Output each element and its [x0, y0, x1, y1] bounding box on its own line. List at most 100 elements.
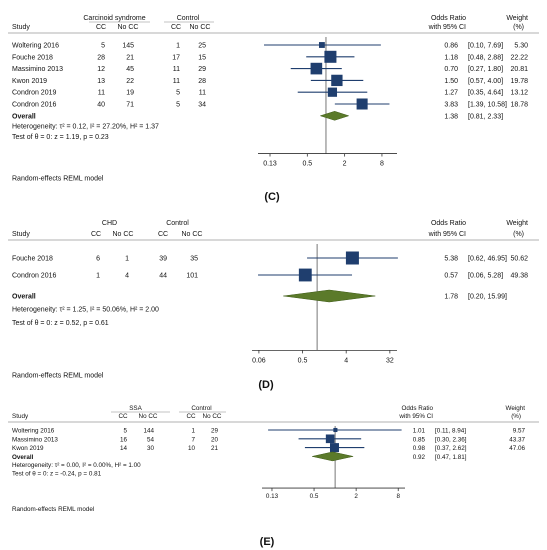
heterogeneity-stats: Heterogeneity: τ² = 0.12, I² = 27.20%, H…	[12, 123, 159, 130]
odds-ratio-value: 5.38	[444, 256, 458, 263]
group1-header: SSA	[129, 405, 142, 412]
group1-nocc-count: 4	[125, 273, 129, 280]
study-effect-marker	[324, 50, 337, 63]
group2-cc-count: 11	[173, 66, 180, 73]
ci-header: with 95% CI	[398, 413, 433, 420]
overall-label: Overall	[12, 113, 36, 120]
group1-cc-count: 14	[120, 445, 128, 452]
overall-confidence-interval: [0.20, 15.99]	[468, 294, 507, 301]
ci-header: with 95% CI	[428, 24, 466, 31]
cc-column-header: CC	[186, 413, 196, 420]
overall-odds-ratio: 1.78	[444, 294, 458, 301]
x-axis-tick-label: 0.5	[310, 493, 319, 500]
x-axis-tick-label: 0.06	[252, 357, 266, 364]
cc-column-header: CC	[118, 413, 128, 420]
weight-unit-header: (%)	[511, 413, 521, 420]
cc-column-header: CC	[171, 24, 181, 31]
group2-nocc-count: 29	[198, 66, 206, 73]
confidence-interval: [0.27, 1.80]	[468, 66, 503, 73]
confidence-interval: [0.06, 5.28]	[468, 273, 503, 280]
group1-cc-count: 13	[97, 78, 105, 85]
weight-value: 20.81	[510, 66, 528, 73]
x-axis-tick-label: 8	[380, 161, 384, 168]
study-name: Condron 2019	[12, 90, 56, 97]
overall-odds-ratio: 1.38	[444, 113, 458, 120]
weight-value: 5.30	[514, 43, 528, 50]
study-effect-marker	[345, 251, 359, 265]
confidence-interval: [0.57, 4.00]	[468, 78, 503, 85]
group1-nocc-count: 19	[126, 90, 134, 97]
study-column-header: Study	[12, 24, 30, 31]
odds-ratio-header: Odds Ratio	[431, 220, 466, 227]
odds-ratio-value: 3.83	[444, 102, 458, 109]
group1-nocc-count: 54	[147, 436, 155, 443]
odds-ratio-value: 0.98	[413, 445, 426, 452]
group2-nocc-count: 15	[198, 54, 206, 61]
study-column-header: Study	[12, 413, 29, 420]
study-effect-marker	[310, 62, 323, 75]
weight-value: 47.06	[509, 445, 525, 452]
group1-header: Carcinoid syndrome	[83, 15, 145, 22]
study-effect-marker	[333, 427, 338, 433]
weight-value: 13.12	[510, 90, 528, 97]
group1-cc-count: 11	[98, 90, 105, 97]
study-name: Fouche 2018	[12, 54, 53, 61]
group1-nocc-count: 22	[126, 78, 134, 85]
study-name: Condron 2016	[12, 102, 56, 109]
weight-header: Weight	[506, 15, 528, 22]
group1-nocc-count: 21	[126, 54, 134, 61]
panel-label: (D)	[258, 379, 274, 391]
group2-nocc-count: 29	[211, 428, 219, 435]
weight-value: 22.22	[510, 54, 528, 61]
study-effect-marker	[318, 42, 325, 48]
pooled-effect-diamond	[283, 289, 376, 303]
group1-nocc-count: 30	[147, 445, 155, 452]
odds-ratio-value: 0.70	[444, 66, 458, 73]
study-name: Condron 2016	[12, 273, 56, 280]
cc-column-header: CC	[96, 24, 106, 31]
nocc-column-header: No CC	[117, 24, 138, 31]
weight-value: 18.78	[510, 102, 528, 109]
group1-cc-count: 5	[123, 428, 127, 435]
study-name: Woltering 2016	[12, 428, 55, 435]
x-axis-tick-label: 0.5	[298, 357, 308, 364]
group2-cc-count: 44	[159, 273, 167, 280]
weight-unit-header: (%)	[513, 231, 524, 238]
weight-value: 50.62	[510, 256, 528, 263]
x-axis-tick-label: 0.5	[302, 161, 312, 168]
overall-label: Overall	[12, 294, 36, 301]
group2-nocc-count: 101	[186, 273, 198, 280]
group1-cc-count: 16	[120, 436, 128, 443]
study-effect-marker	[329, 443, 339, 453]
group2-nocc-count: 34	[198, 102, 206, 109]
pooled-effect-diamond	[312, 451, 354, 462]
group2-nocc-count: 20	[211, 436, 219, 443]
confidence-interval: [0.37, 2.62]	[435, 445, 467, 452]
study-effect-marker	[327, 87, 338, 97]
group2-cc-count: 5	[176, 90, 180, 97]
confidence-interval: [0.62, 46.95]	[468, 256, 507, 263]
weight-value: 49.38	[510, 273, 528, 280]
heterogeneity-stats: Heterogeneity: τ² = 1.25, I² = 50.06%, H…	[12, 307, 159, 314]
group2-header: Control	[166, 220, 189, 227]
study-effect-marker	[298, 268, 312, 282]
weight-value: 43.37	[509, 436, 525, 443]
cc-column-header: CC	[158, 231, 168, 238]
study-name: Massimino 2013	[12, 66, 63, 73]
study-name: Massimino 2013	[12, 436, 58, 443]
weight-unit-header: (%)	[513, 24, 524, 31]
odds-ratio-value: 0.57	[444, 273, 458, 280]
study-effect-marker	[331, 74, 343, 87]
model-note: Random-effects REML model	[12, 506, 94, 513]
model-note: Random-effects REML model	[12, 372, 104, 379]
confidence-interval: [0.11, 8.94]	[435, 428, 466, 435]
panel-label: (C)	[264, 191, 280, 203]
group2-cc-count: 39	[159, 256, 167, 263]
study-column-header: Study	[12, 231, 30, 238]
weight-header: Weight	[506, 220, 528, 227]
nocc-column-header: No CC	[181, 231, 202, 238]
group1-nocc-count: 144	[143, 428, 154, 435]
group2-cc-count: 1	[191, 428, 195, 435]
forest-plot-panel: Carcinoid syndrome Control Study CC No CC CC N…	[8, 15, 539, 203]
